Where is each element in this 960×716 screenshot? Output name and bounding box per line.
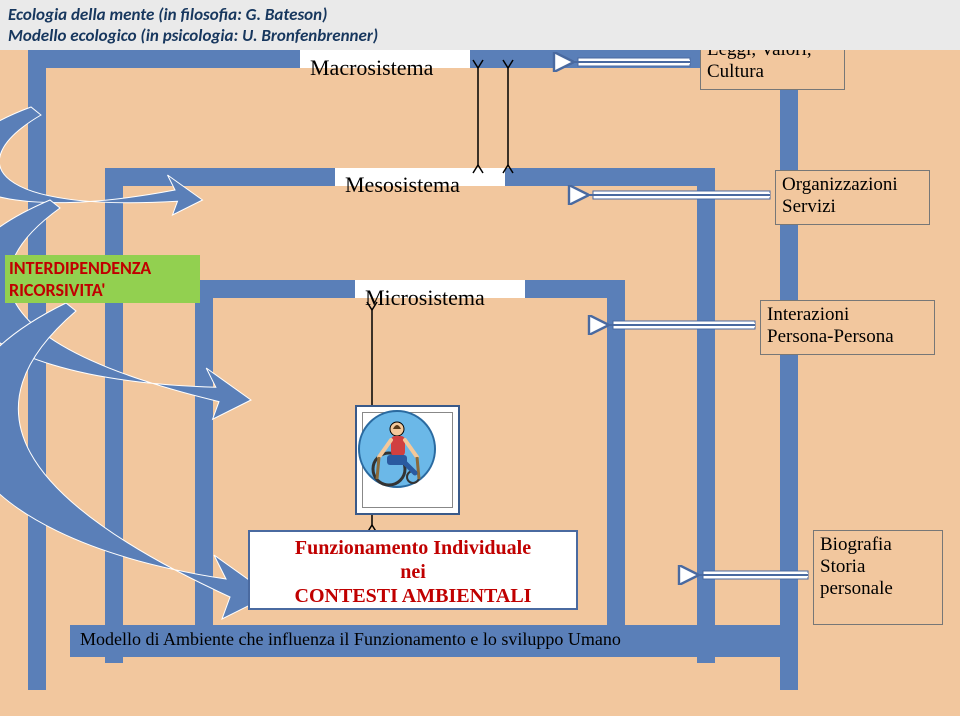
center-box: Funzionamento IndividualeneiCONTESTI AMB…	[248, 530, 578, 610]
figure-box	[355, 405, 460, 515]
system-label-meso: Mesosistema	[345, 172, 460, 198]
system-label-micro: Microsistema	[365, 285, 485, 311]
wheelchair-person-icon	[357, 407, 437, 492]
system-label-macro: Macrosistema	[310, 55, 433, 81]
green-label: INTERDIPENDENZARICORSIVITA'	[5, 255, 200, 303]
bottom-bar: Modello di Ambiente che influenza il Fun…	[70, 625, 790, 657]
header-line1: Ecologia della mente (in filosofia: G. B…	[8, 4, 952, 25]
label-box-bio: BiografiaStoriapersonale	[813, 530, 943, 625]
header-box: Ecologia della mente (in filosofia: G. B…	[0, 0, 960, 50]
label-box-org: OrganizzazioniServizi	[775, 170, 930, 225]
label-box-inter: InterazioniPersona-Persona	[760, 300, 935, 355]
header-line2: Modello ecologico (in psicologia: U. Bro…	[8, 25, 952, 46]
